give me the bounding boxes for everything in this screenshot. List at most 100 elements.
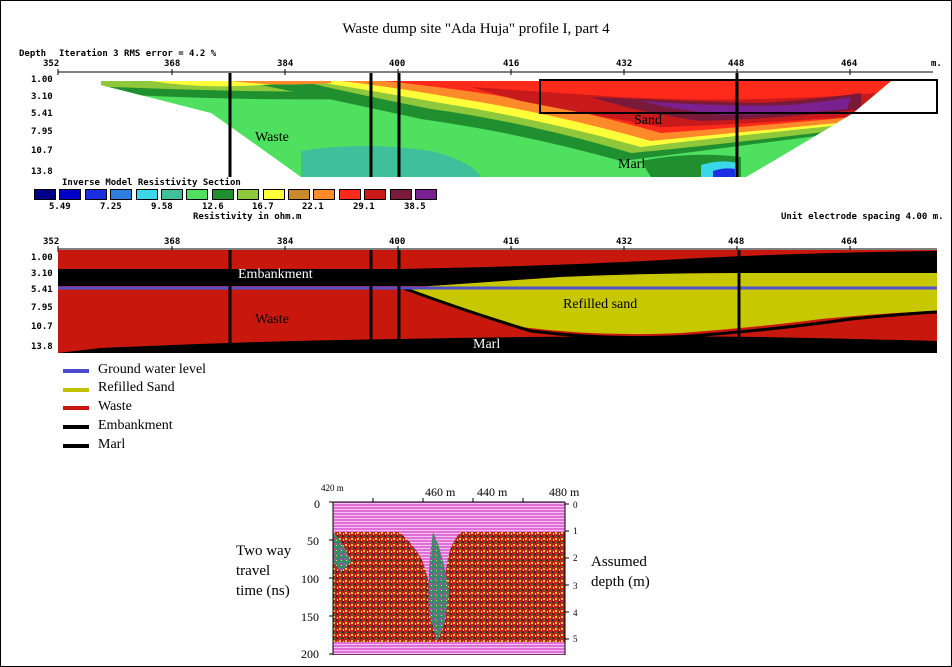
legend-swatch-refilled-sand	[63, 388, 89, 392]
colorbar-value: 22.1	[302, 202, 324, 212]
colorbar-swatch	[186, 189, 209, 200]
colorbar-swatch	[34, 189, 56, 200]
colorbar-swatch	[338, 189, 361, 200]
colorbar-value: 7.25	[100, 202, 122, 212]
gpr-left-caption-line: travel	[236, 563, 271, 579]
gpr-y-tick: 100	[301, 572, 319, 586]
waste-label: Waste	[255, 130, 289, 145]
gpr-axes	[329, 498, 569, 655]
depth-tick-label: 10.7	[31, 322, 53, 332]
sand-label: Sand	[634, 113, 662, 128]
marl-zone	[58, 336, 937, 353]
gpr-right-caption-line: Assumed	[591, 554, 647, 570]
colorbar-swatch	[211, 189, 234, 200]
legend-swatch-waste	[63, 406, 89, 410]
depth-header-label: Depth	[19, 49, 47, 59]
x-tick-label: 384	[277, 237, 294, 247]
legend-swatch-marl	[63, 444, 89, 448]
gpr-y-tick: 200	[301, 647, 319, 661]
x-tick-label: 400	[389, 237, 406, 247]
colorbar-swatch	[262, 189, 285, 200]
marl-zone-label: Marl	[473, 337, 501, 352]
section-title: Inverse Model Resistivity Section	[62, 178, 241, 188]
gpr-top-label: 480 m	[549, 485, 580, 499]
depth-tick-label: 3.10	[31, 269, 53, 279]
figure-title: Waste dump site "Ada Huja" profile I, pa…	[342, 21, 610, 37]
depth-tick-label: 1.00	[31, 253, 53, 263]
gpr-top-label: 440 m	[477, 485, 508, 499]
gpr-depth-tick: 2	[573, 553, 578, 563]
depth-tick-label: 5.41	[31, 285, 53, 295]
colorbar-swatch	[84, 189, 107, 200]
depth-tick-label: 10.7	[31, 146, 53, 156]
colorbar-swatch	[389, 189, 412, 200]
x-tick-label: 352	[43, 59, 60, 69]
colorbar-swatch	[288, 189, 310, 200]
gpr-radargram	[333, 502, 565, 655]
unit-label: m.	[931, 59, 942, 69]
embankment-label: Embankment	[238, 267, 313, 282]
legend-label: Refilled Sand	[98, 380, 175, 395]
x-tick-label: 448	[728, 237, 745, 247]
colorbar-swatch	[59, 189, 82, 200]
legend-swatch-embankment	[63, 425, 89, 429]
gpr-right-caption-line: depth (m)	[591, 574, 650, 590]
legend-label: Marl	[98, 437, 126, 452]
colorbar-swatch	[415, 189, 437, 200]
depth-tick-label: 7.95	[31, 303, 53, 313]
colorbar-swatch	[135, 189, 158, 200]
x-tick-label: 448	[728, 59, 745, 69]
gpr-top-label: 460 m	[425, 485, 456, 499]
x-tick-label: 464	[841, 59, 858, 69]
depth-tick-label: 3.10	[31, 92, 53, 102]
x-tick-label: 352	[43, 237, 60, 247]
resistivity-section	[57, 69, 938, 177]
gpr-left-caption-line: time (ns)	[236, 583, 290, 599]
colorbar-swatch	[161, 189, 183, 200]
gpr-y-tick: 150	[301, 610, 319, 624]
iteration-text: Iteration 3 RMS error = 4.2 %	[59, 49, 217, 59]
x-tick-label: 368	[164, 237, 181, 247]
colorbar-swatch	[364, 189, 387, 200]
colorbar-value: 9.58	[151, 202, 173, 212]
depth-tick-label: 7.95	[31, 127, 53, 137]
interpretation-section	[57, 246, 938, 353]
colorbar-value: 16.7	[252, 202, 274, 212]
depth-tick-label: 5.41	[31, 109, 53, 119]
depth-tick-label: 13.8	[31, 167, 53, 177]
gpr-y-tick: 50	[307, 534, 319, 548]
colorbar-value: 38.5	[404, 202, 426, 212]
colorbar-value: 29.1	[353, 202, 375, 212]
colorbar-swatch	[313, 189, 336, 200]
gpr-depth-tick: 3	[573, 581, 578, 591]
gpr-depth-tick: 4	[573, 608, 578, 618]
legend-label: Ground water level	[98, 362, 207, 377]
legend-label: Embankment	[98, 418, 173, 433]
x-tick-label: 368	[164, 59, 181, 69]
gpr-y-tick: 0	[314, 497, 320, 511]
colorbar-swatch	[110, 189, 133, 200]
gpr-left-caption-line: Two way	[236, 543, 292, 559]
electrode-spacing-note: Unit electrode spacing 4.00 m.	[781, 212, 944, 222]
x-tick-label: 432	[616, 237, 633, 247]
embankment-zone	[58, 251, 937, 286]
marl-label: Marl	[618, 157, 646, 172]
depth-tick-label: 1.00	[31, 75, 53, 85]
depth-tick-label: 13.8	[31, 342, 53, 352]
x-tick-label: 432	[616, 59, 633, 69]
x-tick-label: 416	[503, 237, 520, 247]
colorbar-unit: Resistivity in ohm.m	[193, 212, 302, 222]
x-tick-label: 464	[841, 237, 858, 247]
colorbar-value: 12.6	[202, 202, 224, 212]
x-tick-label: 400	[389, 59, 406, 69]
colorbar-swatch	[237, 189, 260, 200]
x-tick-label: 416	[503, 59, 520, 69]
legend-label: Waste	[98, 399, 132, 414]
legend-swatch-groundwater	[63, 369, 89, 373]
gpr-top-label: 420 m	[321, 483, 344, 493]
gpr-depth-tick: 1	[573, 526, 578, 536]
gpr-depth-tick: 5	[573, 634, 578, 644]
waste-zone-label: Waste	[255, 312, 289, 327]
x-tick-label: 384	[277, 59, 294, 69]
